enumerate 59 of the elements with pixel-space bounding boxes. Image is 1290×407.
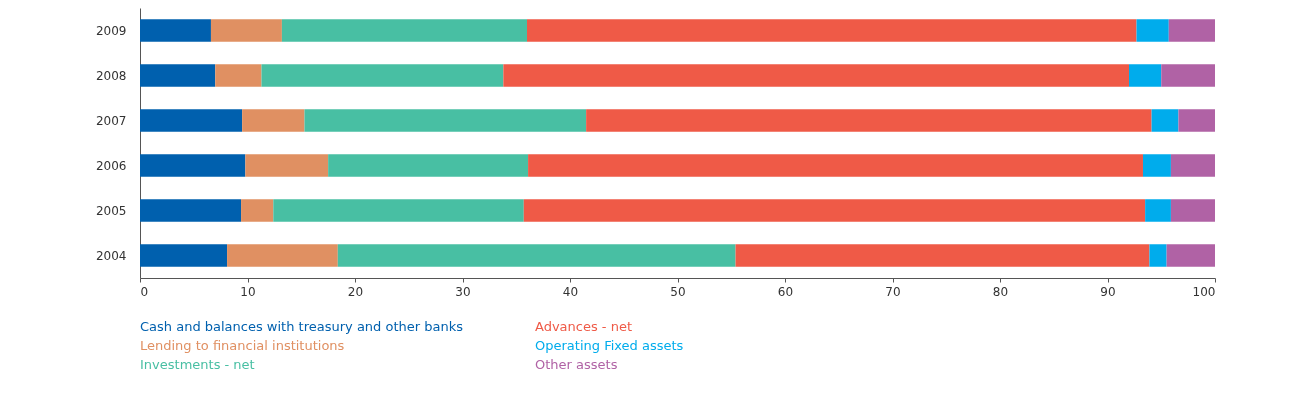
bar (210, 19, 282, 42)
bar (215, 64, 262, 87)
x-tick-label: 100 (1192, 284, 1216, 299)
bar (1151, 109, 1179, 132)
bar (281, 19, 527, 42)
bar (245, 154, 329, 177)
bar (227, 244, 338, 267)
bar (140, 64, 216, 87)
bar (241, 199, 274, 222)
bar (140, 244, 228, 267)
x-tick-label: 10 (240, 284, 256, 299)
bar (1170, 199, 1215, 222)
y-tick-label: 2008 (95, 68, 127, 83)
bar (1170, 154, 1215, 177)
text: Operating Fixed assets (535, 338, 684, 353)
bar (523, 199, 1146, 222)
x-tick-label: 30 (455, 284, 471, 299)
x-tick-label: 80 (992, 284, 1009, 299)
bar (328, 154, 529, 177)
y-tick-label: 2006 (95, 158, 127, 173)
bar (140, 154, 246, 177)
x-tick-label: 40 (562, 284, 579, 299)
bar (586, 109, 1152, 132)
x-tick-label: 90 (1100, 284, 1116, 299)
bar (528, 154, 1143, 177)
bar (735, 244, 1150, 267)
y-tick-label: 2004 (95, 248, 127, 263)
x-tick-label: 20 (347, 284, 364, 299)
bar (304, 109, 587, 132)
bar (140, 199, 242, 222)
text: Cash and balances with treasury and other banks (140, 319, 464, 334)
bar (242, 109, 305, 132)
bar (1142, 154, 1171, 177)
x-tick-label: 70 (885, 284, 901, 299)
bar (140, 109, 243, 132)
bar (140, 19, 211, 42)
x-tick-label: 60 (777, 284, 794, 299)
y-tick-label: 2009 (95, 23, 127, 38)
bar (273, 199, 524, 222)
bar (1166, 244, 1215, 267)
bar (1161, 64, 1215, 87)
bar (1178, 109, 1215, 132)
bar (1149, 244, 1167, 267)
bar (337, 244, 736, 267)
text: Investments - net (140, 357, 255, 372)
y-tick-label: 2005 (95, 203, 127, 218)
text: Lending to financial institutions (140, 338, 345, 353)
x-tick-label: 0 (140, 284, 149, 299)
bar (1145, 199, 1171, 222)
bar (261, 64, 504, 87)
bar (1129, 64, 1162, 87)
bar (1136, 19, 1169, 42)
y-tick-label: 2007 (95, 113, 127, 128)
bar (527, 19, 1137, 42)
bar (1168, 19, 1215, 42)
x-tick-label: 50 (670, 284, 686, 299)
text: Other assets (535, 357, 618, 372)
text: Advances - net (535, 319, 633, 334)
bar (503, 64, 1129, 87)
